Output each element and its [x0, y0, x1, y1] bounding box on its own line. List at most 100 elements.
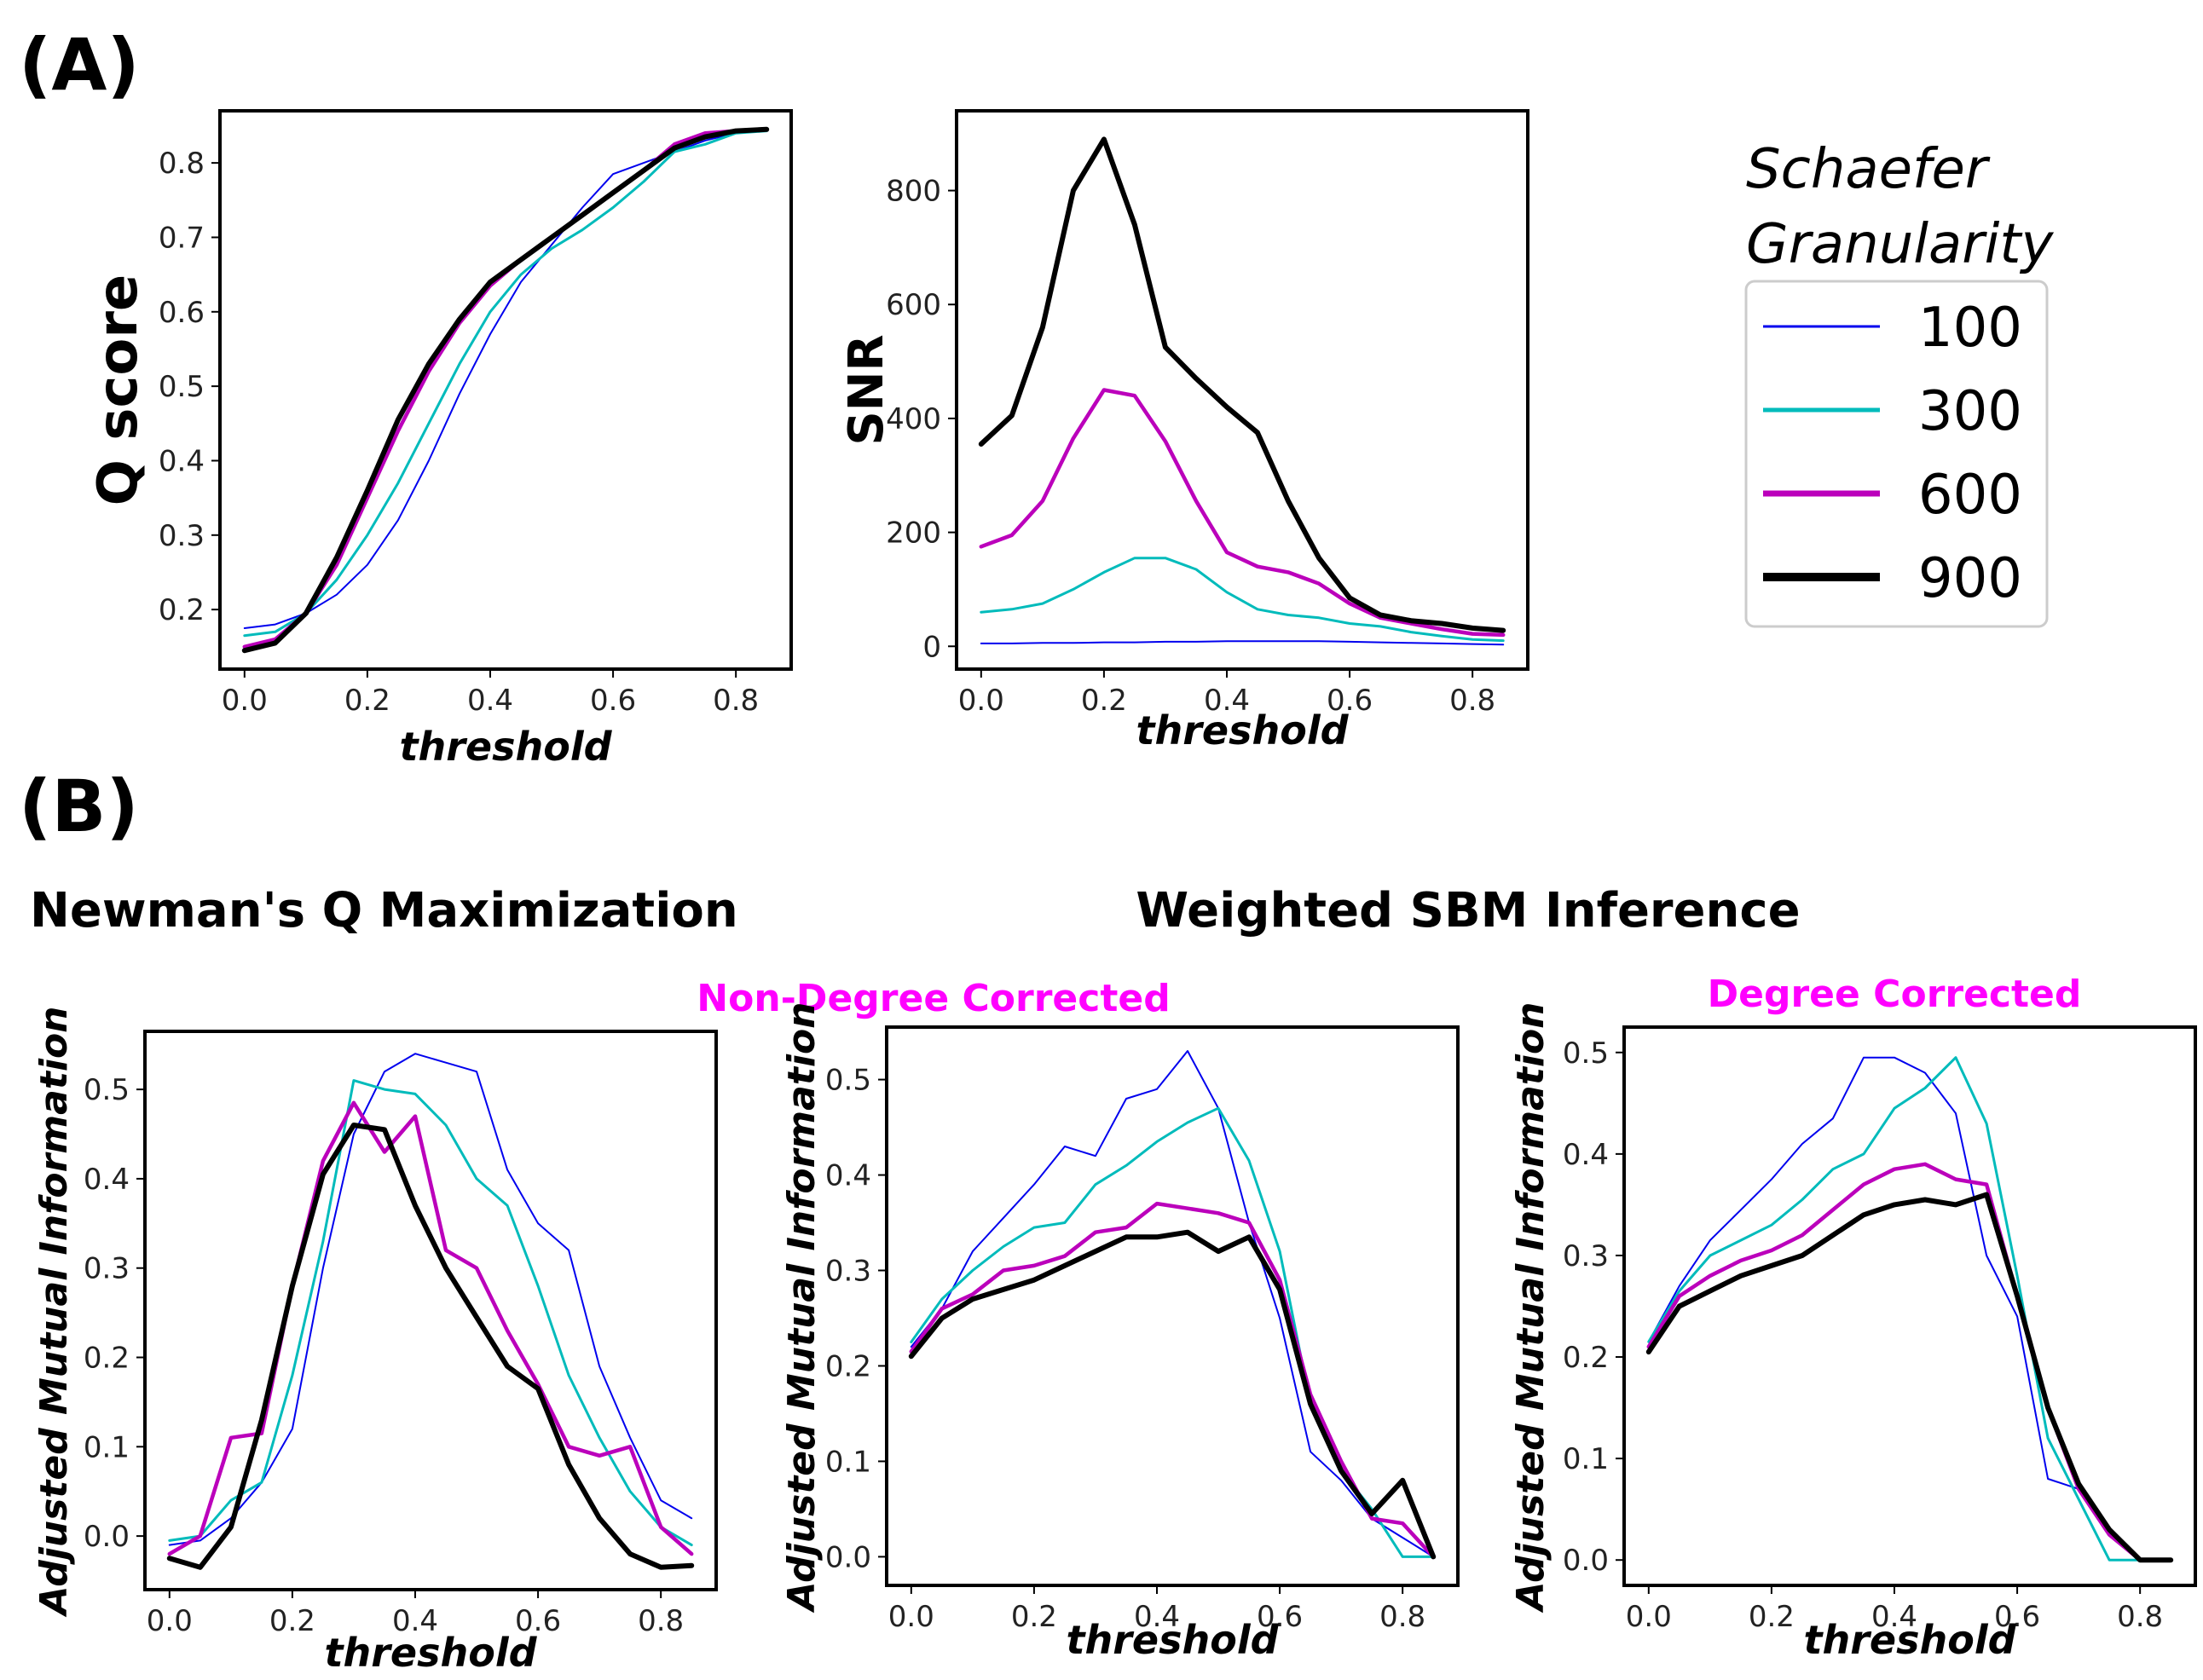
x-tick-label-sbm_dc: 0.6 [1994, 1600, 2040, 1634]
section-title-sbm: Weighted SBM Inference [1136, 883, 1800, 938]
x-tick-label-sbm_dc: 0.2 [1749, 1600, 1795, 1634]
y-tick-label-snr: 0 [922, 630, 941, 664]
x-tick-label-newman: 0.6 [515, 1604, 561, 1638]
y-tick-label-sbm_ndc: 0.0 [825, 1540, 871, 1574]
subtitle-non-degree-corrected: Non-Degree Corrected [697, 977, 1170, 1020]
x-tick-label-qscore: 0.2 [344, 684, 390, 718]
y-tick-label-sbm_ndc: 0.3 [825, 1255, 871, 1289]
chart-sbm_dc: 0.0 0.2 0.4 0.6 0.8 0.0 0.1 0.2 0.3 0.4 0.5 thresho… [1509, 1002, 2197, 1663]
legend-label-600: 600 [1918, 464, 2022, 527]
y-axis-title-snr: SNR [839, 334, 894, 445]
series-group-sbm_ndc [908, 1050, 1437, 1560]
x-axis-title-sbm_ndc: threshold [1066, 1617, 1279, 1663]
chart-qscore: 0.0 0.2 0.4 0.6 0.8 0.2 0.3 0.4 0.5 0.6 0.7 0.8 thre… [87, 109, 793, 770]
series-line-sbm_dc-600 [1646, 1162, 2173, 1562]
y-tick-label-qscore: 0.7 [159, 221, 205, 255]
series-line-snr-300 [980, 557, 1505, 643]
x-tick-label-snr: 0.0 [958, 684, 1004, 718]
series-line-qscore-600 [242, 127, 769, 649]
series-line-newman-100 [168, 1053, 693, 1546]
x-tick-label-snr: 0.8 [1449, 684, 1495, 718]
y-tick-label-qscore: 0.4 [159, 444, 205, 478]
plot-frame-qscore [218, 109, 793, 671]
y-tick-label-newman: 0.1 [84, 1430, 130, 1464]
series-line-sbm_dc-100 [1647, 1056, 2172, 1562]
subtitle-degree-corrected: Degree Corrected [1708, 973, 2082, 1016]
y-tick-label-snr: 600 [886, 288, 941, 322]
x-tick-label-newman: 0.4 [392, 1604, 438, 1638]
y-tick-label-sbm_dc: 0.2 [1563, 1341, 1609, 1375]
x-tick-label-sbm_dc: 0.4 [1871, 1600, 1917, 1634]
x-tick-label-sbm_ndc: 0.6 [1257, 1600, 1303, 1634]
y-axis-title-newman: Adjusted Mutual Information [32, 1006, 76, 1617]
x-axis-title-qscore: threshold [399, 724, 612, 770]
series-line-snr-900 [978, 136, 1506, 633]
y-tick-label-sbm_ndc: 0.5 [825, 1064, 871, 1098]
y-tick-label-sbm_ndc: 0.2 [825, 1349, 871, 1383]
legend-title-line2: Granularity [1746, 213, 2054, 276]
y-tick-label-sbm_ndc: 0.4 [825, 1159, 871, 1193]
chart-snr: 0.0 0.2 0.4 0.6 0.8 0 200 400 600 800 threshold SNR [839, 109, 1529, 753]
y-tick-label-qscore: 0.5 [159, 370, 205, 404]
y-tick-label-snr: 400 [886, 402, 941, 436]
series-line-newman-900 [166, 1123, 695, 1570]
series-line-qscore-900 [241, 126, 770, 654]
series-group-newman [166, 1053, 695, 1570]
x-tick-label-newman: 0.0 [147, 1604, 193, 1638]
y-tick-label-sbm_dc: 0.5 [1563, 1036, 1609, 1071]
plot-frame-newman [143, 1030, 718, 1591]
series-line-qscore-100 [243, 130, 768, 629]
x-axis-title-snr: threshold [1136, 707, 1349, 753]
legend-label-900: 900 [1918, 547, 2022, 610]
section-title-newman: Newman's Q Maximization [30, 883, 738, 938]
y-axis-title-sbm_ndc: Adjusted Mutual Information [780, 1002, 824, 1613]
series-line-qscore-300 [243, 130, 768, 638]
y-tick-label-snr: 200 [886, 517, 941, 551]
series-group-snr [978, 136, 1506, 646]
series-line-sbm_ndc-100 [910, 1050, 1435, 1558]
y-tick-label-newman: 0.5 [84, 1073, 130, 1107]
y-tick-label-sbm_dc: 0.4 [1563, 1138, 1609, 1172]
x-tick-label-qscore: 0.8 [713, 684, 759, 718]
y-tick-label-sbm_dc: 0.0 [1563, 1544, 1609, 1578]
x-tick-label-sbm_dc: 0.0 [1626, 1600, 1672, 1634]
series-line-newman-600 [167, 1100, 694, 1556]
legend: Schaefer Granularity 100 300 600 900 [1744, 138, 2054, 628]
legend-box [1744, 280, 2049, 628]
x-tick-label-qscore: 0.0 [222, 684, 268, 718]
y-axis-title-sbm_dc: Adjusted Mutual Information [1509, 1002, 1553, 1613]
y-tick-label-sbm_dc: 0.3 [1563, 1239, 1609, 1273]
plot-frame-sbm_dc [1622, 1025, 2197, 1587]
series-group-qscore [241, 126, 770, 654]
legend-label-300: 300 [1918, 380, 2022, 443]
x-tick-label-newman: 0.8 [638, 1604, 684, 1638]
x-tick-label-sbm_ndc: 0.2 [1011, 1600, 1057, 1634]
series-line-sbm_dc-300 [1647, 1056, 2172, 1562]
series-line-sbm_ndc-600 [909, 1201, 1436, 1559]
series-line-sbm_dc-900 [1645, 1192, 2174, 1563]
panel-label-b: (B) [19, 765, 139, 848]
legend-title-line1: Schaefer [1746, 138, 1991, 201]
x-axis-title-newman: threshold [324, 1630, 537, 1676]
chart-sbm_ndc: 0.0 0.2 0.4 0.6 0.8 0.0 0.1 0.2 0.3 0.4 0.5 thresho… [780, 1002, 1460, 1663]
legend-label-100: 100 [1918, 297, 2022, 360]
y-axis-title-qscore: Q score [87, 274, 150, 506]
series-line-newman-300 [168, 1079, 693, 1547]
x-tick-label-sbm_ndc: 0.8 [1379, 1600, 1425, 1634]
plot-frame-snr [955, 109, 1529, 671]
y-tick-label-snr: 800 [886, 175, 941, 209]
x-tick-label-sbm_dc: 0.8 [2117, 1600, 2163, 1634]
y-tick-label-sbm_dc: 0.1 [1563, 1442, 1609, 1476]
x-axis-title-sbm_dc: threshold [1803, 1617, 2016, 1663]
series-line-sbm_ndc-900 [908, 1229, 1437, 1560]
series-group-sbm_dc [1645, 1056, 2174, 1563]
x-tick-label-snr: 0.4 [1204, 684, 1250, 718]
series-line-snr-100 [980, 640, 1505, 646]
y-tick-label-qscore: 0.8 [159, 147, 205, 181]
y-tick-label-newman: 0.3 [84, 1252, 130, 1286]
chart-newman: 0.0 0.2 0.4 0.6 0.8 0.0 0.1 0.2 0.3 0.4 0.5 thresho… [32, 1006, 718, 1676]
y-tick-label-newman: 0.2 [84, 1342, 130, 1376]
x-tick-label-snr: 0.6 [1327, 684, 1373, 718]
x-tick-label-qscore: 0.6 [590, 684, 636, 718]
